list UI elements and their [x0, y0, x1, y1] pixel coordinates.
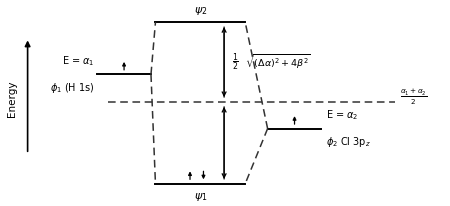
Text: E = $\alpha_1$: E = $\alpha_1$	[63, 54, 95, 68]
Text: $\phi_1$ (H 1s): $\phi_1$ (H 1s)	[50, 81, 95, 95]
Text: $\frac{\alpha_1 + \alpha_2}{2}$: $\frac{\alpha_1 + \alpha_2}{2}$	[400, 88, 428, 107]
Text: $\psi_2$: $\psi_2$	[194, 5, 207, 17]
Text: $\sqrt{(\Delta\alpha)^2 + 4\beta^2}$: $\sqrt{(\Delta\alpha)^2 + 4\beta^2}$	[245, 52, 311, 72]
Text: $\phi_2$ Cl 3p$_z$: $\phi_2$ Cl 3p$_z$	[326, 135, 371, 149]
Text: $\psi_1$: $\psi_1$	[194, 191, 207, 203]
Text: $\frac{1}{2}$: $\frac{1}{2}$	[232, 51, 238, 73]
Text: E = $\alpha_2$: E = $\alpha_2$	[326, 108, 359, 122]
Text: Energy: Energy	[7, 81, 17, 117]
